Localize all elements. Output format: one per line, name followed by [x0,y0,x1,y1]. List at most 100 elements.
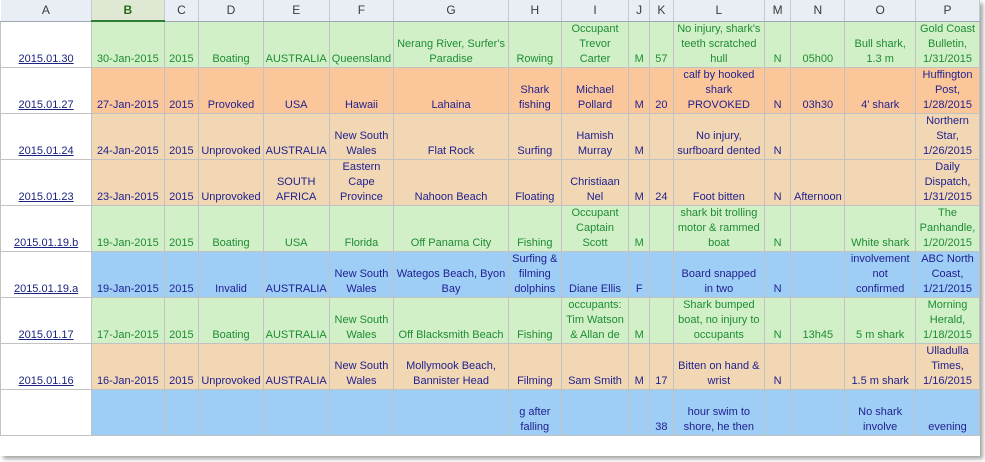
cell-e[interactable]: AUSTRALIA [262,20,330,68]
cell-i[interactable]: occupants: Tim Watson & Allan de [560,296,630,344]
cell-a[interactable]: 2015.01.19.a [0,250,93,298]
cell-l[interactable]: Shark bumped boat, no injury to occupant… [672,296,765,344]
case-number-link[interactable]: 2015.01.19.a [13,282,79,295]
cell-a[interactable]: 2015.01.24 [0,112,93,160]
cell-j[interactable] [628,388,651,436]
cell-p[interactable]: Morning Herald, 1/18/2015 [915,296,980,344]
cell-a[interactable]: 2015.01.27 [0,66,93,114]
cell-g[interactable]: Off Panama City [393,204,509,252]
cell-n[interactable] [790,342,846,390]
cell-e[interactable]: AUSTRALIA [262,296,330,344]
cell-p[interactable]: Gold Coast Bulletin, 1/31/2015 [915,20,980,68]
column-header-e[interactable]: E [263,0,330,22]
cell-c[interactable]: 2015 [163,112,200,160]
cell-c[interactable]: 2015 [163,66,200,114]
cell-o[interactable] [844,158,917,206]
cell-p[interactable]: ABC North Coast, 1/21/2015 [915,250,980,298]
cell-m[interactable]: N [763,20,792,68]
cell-l[interactable]: No injury, surfboard dented [672,112,765,160]
cell-i[interactable]: Occupant Trevor Carter [560,20,630,68]
cell-h[interactable]: Rowing [507,20,562,68]
cell-g[interactable]: Wategos Beach, Byon Bay [393,250,509,298]
cell-k[interactable] [649,112,674,160]
cell-c[interactable]: 2015 [163,204,200,252]
column-header-k[interactable]: K [649,0,674,22]
cell-d[interactable]: Unprovoked [198,112,264,160]
cell-f[interactable]: Eastern Cape Province [328,158,395,206]
cell-m[interactable]: N [763,342,792,390]
cell-e[interactable]: USA [262,204,330,252]
cell-b[interactable]: 19-Jan-2015 [91,204,165,252]
cell-i[interactable]: Michael Pollard [560,66,630,114]
cell-p[interactable]: Huffington Post, 1/28/2015 [915,66,980,114]
cell-f[interactable]: New South Wales [328,250,395,298]
cell-g[interactable]: Off Blacksmith Beach [393,296,509,344]
cell-l[interactable]: hour swim to shore, he then [672,388,765,436]
case-number-link[interactable]: 2015.01.16 [18,374,74,387]
cell-n[interactable]: 05h00 [790,20,846,68]
cell-f[interactable]: New South Wales [328,296,395,344]
column-header-m[interactable]: M [764,0,792,22]
cell-o[interactable]: White shark [844,204,917,252]
cell-l[interactable]: Bitten on hand & wrist [672,342,765,390]
cell-g[interactable]: Nerang River, Surfer's Paradise [393,20,509,68]
cell-a[interactable]: 2015.01.19.b [0,204,93,252]
cell-j[interactable]: M [628,112,651,160]
cell-d[interactable]: Provoked [198,66,264,114]
column-header-c[interactable]: C [164,0,200,22]
cell-d[interactable]: Boating [198,20,264,68]
column-header-d[interactable]: D [198,0,264,22]
cell-i[interactable] [560,388,630,436]
cell-a[interactable] [0,388,93,436]
cell-c[interactable]: 2015 [163,250,200,298]
case-number-link[interactable]: 2015.01.23 [18,190,74,203]
cell-b[interactable]: 27-Jan-2015 [91,66,165,114]
cell-j[interactable]: F [628,250,651,298]
cell-d[interactable]: Unprovoked [198,342,264,390]
cell-p[interactable]: evening [915,388,980,436]
cell-i[interactable]: Christiaan Nel [560,158,630,206]
cell-p[interactable]: The Panhandle, 1/20/2015 [915,204,980,252]
cell-d[interactable]: Unprovoked [198,158,264,206]
cell-i[interactable]: Diane Ellis [560,250,630,298]
cell-m[interactable]: N [763,112,792,160]
cell-e[interactable]: USA [262,66,330,114]
cell-n[interactable]: Afternoon [790,158,846,206]
cell-f[interactable]: Queensland [328,20,395,68]
cell-k[interactable]: 57 [649,20,674,68]
cell-c[interactable] [163,388,200,436]
cell-h[interactable]: Surfing [507,112,562,160]
cell-o[interactable]: No shark involve [844,388,917,436]
cell-j[interactable]: M [628,204,651,252]
cell-k[interactable]: 38 [649,388,674,436]
cell-o[interactable] [844,112,917,160]
cell-a[interactable]: 2015.01.23 [0,158,93,206]
cell-n[interactable] [790,250,846,298]
cell-j[interactable]: M [628,158,651,206]
cell-g[interactable]: Flat Rock [393,112,509,160]
cell-b[interactable] [91,388,165,436]
cell-g[interactable]: Mollymook Beach, Bannister Head [393,342,509,390]
cell-l[interactable]: No injury, shark's teeth scratched hull [672,20,765,68]
cell-d[interactable] [198,388,264,436]
cell-h[interactable]: Fishing [507,204,562,252]
cell-i[interactable]: Occupant Captain Scott [560,204,630,252]
cell-e[interactable]: AUSTRALIA [262,250,330,298]
cell-o[interactable]: Bull shark, 1.3 m [844,20,917,68]
column-header-p[interactable]: P [915,0,980,22]
cell-b[interactable]: 30-Jan-2015 [91,20,165,68]
cell-p[interactable]: Ulladulla Times, 1/16/2015 [915,342,980,390]
cell-k[interactable] [649,204,674,252]
cell-e[interactable] [262,388,330,436]
cell-i[interactable]: Sam Smith [560,342,630,390]
cell-g[interactable]: Nahoon Beach [393,158,509,206]
column-header-o[interactable]: O [844,0,917,22]
cell-h[interactable]: g after falling [507,388,562,436]
cell-k[interactable]: 17 [649,342,674,390]
cell-o[interactable]: 1.5 m shark [844,342,917,390]
cell-c[interactable]: 2015 [163,342,200,390]
cell-b[interactable]: 23-Jan-2015 [91,158,165,206]
cell-i[interactable]: Hamish Murray [560,112,630,160]
cell-n[interactable] [790,112,846,160]
cell-b[interactable]: 19-Jan-2015 [91,250,165,298]
